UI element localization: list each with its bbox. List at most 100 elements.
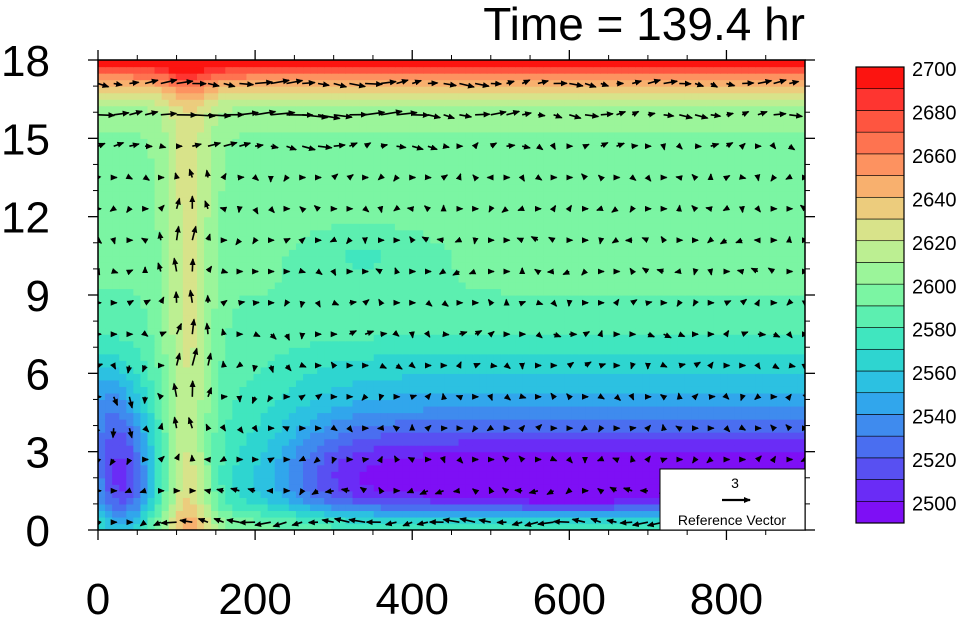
contour-cell	[154, 471, 163, 479]
contour-cell	[402, 216, 410, 224]
contour-cell	[578, 242, 587, 250]
contour-cell	[790, 445, 799, 453]
contour-cell	[769, 281, 778, 290]
contour-cell	[98, 451, 106, 459]
contour-cell	[543, 379, 552, 387]
contour-cell	[684, 334, 693, 342]
contour-cell	[232, 288, 240, 296]
contour-cell	[260, 288, 269, 296]
contour-cell	[649, 236, 658, 244]
contour-cell	[465, 523, 474, 530]
contour-cell	[458, 308, 467, 316]
contour-cell	[458, 366, 467, 374]
contour-cell	[112, 229, 120, 237]
contour-cell	[324, 379, 332, 387]
contour-cell	[557, 203, 566, 211]
contour-cell	[317, 203, 325, 211]
contour-cell	[578, 223, 587, 231]
contour-cell	[246, 379, 255, 387]
contour-cell	[218, 288, 226, 296]
contour-cell	[670, 464, 679, 472]
contour-cell	[585, 445, 594, 453]
contour-cell	[748, 223, 757, 231]
contour-cell	[458, 229, 467, 237]
contour-cell	[281, 516, 290, 525]
contour-cell	[253, 425, 262, 433]
contour-cell	[578, 314, 587, 322]
contour-cell	[734, 360, 742, 368]
contour-cell	[98, 236, 106, 244]
contour-cell	[119, 275, 127, 283]
contour-cell	[168, 471, 177, 479]
contour-cell	[727, 425, 735, 433]
contour-cell	[253, 262, 262, 270]
contour-cell	[352, 360, 361, 368]
contour-cell	[529, 432, 537, 440]
contour-cell	[253, 386, 262, 394]
contour-cell	[175, 210, 184, 218]
contour-cell	[684, 275, 693, 283]
contour-cell	[175, 503, 184, 512]
contour-cell	[656, 399, 665, 407]
contour-cell	[324, 497, 332, 505]
contour-cell	[281, 262, 290, 270]
contour-cell	[557, 419, 566, 427]
contour-cell	[288, 399, 297, 407]
contour-cell	[168, 438, 177, 446]
contour-cell	[204, 366, 212, 374]
contour-cell	[599, 419, 608, 427]
contour-cell	[755, 295, 764, 303]
contour-cell	[387, 379, 396, 387]
contour-cell	[790, 255, 799, 263]
contour-cell	[508, 236, 516, 244]
contour-cell	[168, 353, 177, 361]
contour-cell	[359, 451, 368, 459]
contour-cell	[628, 503, 636, 512]
contour-cell	[557, 347, 566, 355]
contour-cell	[409, 216, 417, 224]
contour-cell	[317, 386, 325, 394]
contour-cell	[451, 216, 460, 224]
contour-cell	[274, 425, 283, 433]
contour-cell	[465, 392, 474, 401]
contour-cell	[486, 295, 495, 303]
contour-cell	[727, 334, 735, 342]
contour-cell	[508, 471, 516, 479]
contour-cell	[253, 445, 262, 453]
contour-cell	[557, 268, 566, 277]
contour-cell	[366, 510, 375, 518]
contour-cell	[310, 262, 318, 270]
contour-cell	[451, 223, 460, 231]
contour-cell	[105, 262, 113, 270]
contour-cell	[274, 203, 283, 211]
contour-cell	[126, 216, 134, 224]
contour-cell	[599, 373, 608, 381]
contour-cell	[402, 412, 410, 420]
contour-cell	[133, 347, 142, 355]
contour-cell	[430, 471, 438, 479]
contour-cell	[423, 386, 431, 394]
contour-cell	[444, 314, 453, 322]
contour-cell	[338, 405, 347, 414]
contour-cell	[592, 334, 601, 342]
contour-cell	[161, 477, 170, 485]
contour-cell	[211, 249, 219, 257]
contour-cell	[621, 445, 629, 453]
contour-cell	[366, 223, 375, 231]
contour-cell	[585, 497, 594, 505]
contour-cell	[649, 275, 658, 283]
contour-cell	[288, 464, 297, 472]
contour-cell	[331, 210, 339, 218]
contour-cell	[295, 432, 304, 440]
contour-cell	[225, 242, 233, 250]
contour-cell	[437, 366, 446, 374]
contour-cell	[614, 288, 622, 296]
contour-cell	[458, 334, 467, 342]
contour-cell	[713, 405, 721, 414]
contour-cell	[493, 510, 502, 518]
contour-cell	[783, 386, 792, 394]
contour-cell	[189, 366, 198, 374]
contour-cell	[416, 347, 424, 355]
contour-cell	[642, 229, 651, 237]
contour-cell	[543, 523, 552, 530]
